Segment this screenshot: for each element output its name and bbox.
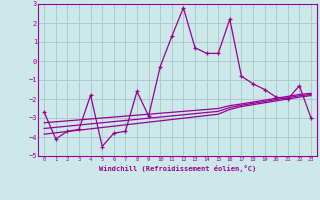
X-axis label: Windchill (Refroidissement éolien,°C): Windchill (Refroidissement éolien,°C) xyxy=(99,165,256,172)
